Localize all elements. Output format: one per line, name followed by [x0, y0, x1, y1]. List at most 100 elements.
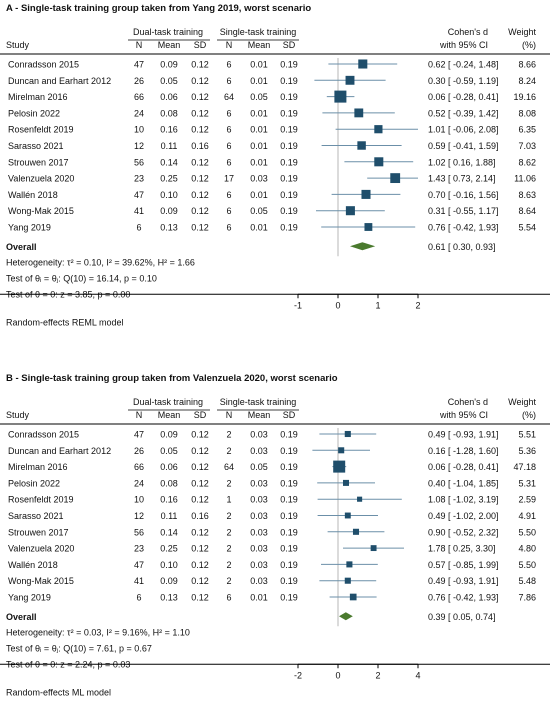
n2-value: 6	[226, 206, 231, 216]
n2-value: 2	[226, 511, 231, 521]
ci-text: 0.76 [ -0.42, 1.93]	[428, 593, 499, 603]
sd2-value: 0.19	[280, 560, 298, 570]
effect-header-line1: Cohen's d	[448, 397, 488, 407]
overall-diamond	[339, 612, 353, 621]
n2-value: 2	[226, 576, 231, 586]
effect-marker	[346, 561, 353, 568]
n1-value: 6	[136, 593, 141, 603]
mean2-value: 0.03	[250, 430, 268, 440]
n2-value: 17	[224, 174, 234, 184]
study-name: Mirelman 2016	[8, 92, 68, 102]
mean1-value: 0.25	[160, 174, 178, 184]
group1-header: Dual-task training	[133, 397, 203, 407]
sd1-value: 0.12	[191, 76, 209, 86]
n1-value: 47	[134, 60, 144, 70]
effect-marker	[344, 512, 351, 519]
ci-text: 0.31 [ -0.55, 1.17]	[428, 206, 499, 216]
study-row: Yang 2019 6 0.13 0.12 6 0.01 0.19 0.76 [ -0.42,…	[8, 223, 536, 233]
overall-label: Overall	[6, 242, 37, 252]
mean1-value: 0.09	[160, 430, 178, 440]
mean2-value: 0.03	[250, 446, 268, 456]
ci-text: 1.02 [ 0.16, 1.88]	[428, 157, 496, 167]
mean2-value: 0.03	[250, 527, 268, 537]
n2-value: 2	[226, 560, 231, 570]
overall-label: Overall	[6, 612, 37, 622]
weight-value: 8.62	[518, 157, 536, 167]
study-name: Rosenfeldt 2019	[8, 125, 74, 135]
n2-value: 1	[226, 495, 231, 505]
n1-value: 26	[134, 76, 144, 86]
study-row: Duncan and Earhart 2012 26 0.05 0.12 6 0.01 0.…	[8, 76, 536, 86]
n1-value: 47	[134, 560, 144, 570]
effect-marker	[342, 479, 350, 486]
study-name: Sarasso 2021	[8, 141, 64, 151]
effect-marker	[354, 108, 364, 118]
n2-value: 2	[226, 527, 231, 537]
weight-value: 5.50	[518, 527, 536, 537]
ci-text: 0.90 [ -0.52, 2.32]	[428, 527, 499, 537]
study-row: Sarasso 2021 12 0.11 0.16 2 0.03 0.19 0.49 [ -1…	[8, 511, 536, 521]
ci-text: 0.06 [ -0.28, 0.41]	[428, 462, 499, 472]
mean1-value: 0.06	[160, 92, 178, 102]
x-tick-label: -1	[294, 300, 302, 310]
sd1-column-header: SD	[194, 40, 207, 50]
weight-value: 5.36	[518, 446, 536, 456]
weight-value: 19.16	[513, 92, 536, 102]
n2-value: 6	[226, 141, 231, 151]
stats-line: Heterogeneity: τ² = 0.10, I² = 39.62%, H…	[6, 257, 195, 267]
panel-title: B - Single-task training group taken fro…	[6, 373, 338, 384]
effect-marker	[357, 141, 366, 150]
sd1-value: 0.12	[191, 206, 209, 216]
weight-value: 11.06	[514, 174, 536, 184]
effect-marker	[345, 206, 355, 216]
effect-header-line2: with 95% CI	[439, 40, 488, 50]
study-row: Wong-Mak 2015 41 0.09 0.12 2 0.03 0.19 0.49 [ -…	[8, 576, 536, 586]
effect-marker	[349, 593, 357, 601]
sd2-value: 0.19	[280, 576, 298, 586]
x-tick-label: 1	[375, 300, 380, 310]
stats-line: Heterogeneity: τ² = 0.03, I² = 9.16%, H²…	[6, 627, 190, 637]
mean1-value: 0.06	[160, 462, 178, 472]
study-row: Valenzuela 2020 23 0.25 0.12 17 0.03 0.19 1.43 …	[8, 173, 536, 184]
effect-header-line2: with 95% CI	[439, 410, 488, 420]
mean2-value: 0.01	[250, 593, 268, 603]
x-tick-label: -2	[294, 670, 302, 680]
mean1-value: 0.13	[160, 593, 178, 603]
weight-header-line2: (%)	[522, 410, 536, 420]
panel-title: A - Single-task training group taken fro…	[6, 3, 311, 14]
n1-value: 24	[134, 478, 144, 488]
study-row: Pelosin 2022 24 0.08 0.12 6 0.01 0.19 0.52 [ -0…	[8, 108, 536, 118]
study-name: Wong-Mak 2015	[8, 206, 74, 216]
study-row: Mirelman 2016 66 0.06 0.12 64 0.05 0.19 0.06 [ …	[8, 460, 536, 473]
weight-value: 2.59	[518, 495, 536, 505]
study-name: Wong-Mak 2015	[8, 576, 74, 586]
weight-value: 5.54	[518, 223, 536, 233]
study-row: Wallén 2018 47 0.10 0.12 6 0.01 0.19 0.70 [ -0.…	[8, 189, 536, 200]
n2-value: 2	[226, 430, 231, 440]
weight-value: 5.51	[518, 430, 536, 440]
sd2-value: 0.19	[280, 206, 298, 216]
ci-text: 1.78 [ 0.25, 3.30]	[428, 544, 496, 554]
overall-diamond	[350, 242, 376, 251]
study-row: Wong-Mak 2015 41 0.09 0.12 6 0.05 0.19 0.31 [ -…	[8, 206, 536, 216]
ci-text: 0.76 [ -0.42, 1.93]	[428, 223, 499, 233]
sd2-value: 0.19	[280, 141, 298, 151]
mean1-value: 0.09	[160, 576, 178, 586]
sd1-value: 0.12	[191, 560, 209, 570]
ci-text: 0.49 [ -1.02, 2.00]	[428, 511, 499, 521]
sd2-value: 0.19	[280, 446, 298, 456]
weight-value: 7.86	[518, 593, 536, 603]
mean2-value: 0.01	[250, 108, 268, 118]
mean2-value: 0.03	[250, 478, 268, 488]
mean2-value: 0.01	[250, 223, 268, 233]
ci-text: 1.43 [ 0.73, 2.14]	[428, 174, 496, 184]
sd2-value: 0.19	[280, 223, 298, 233]
study-row: Conradsson 2015 47 0.09 0.12 2 0.03 0.19 0.49 […	[8, 430, 536, 440]
mean2-value: 0.03	[250, 544, 268, 554]
mean2-column-header: Mean	[248, 40, 271, 50]
weight-header-line1: Weight	[508, 27, 536, 37]
n2-value: 6	[226, 125, 231, 135]
overall-ci-text: 0.39 [ 0.05, 0.74]	[428, 612, 496, 622]
model-note: Random-effects REML model	[6, 317, 124, 327]
